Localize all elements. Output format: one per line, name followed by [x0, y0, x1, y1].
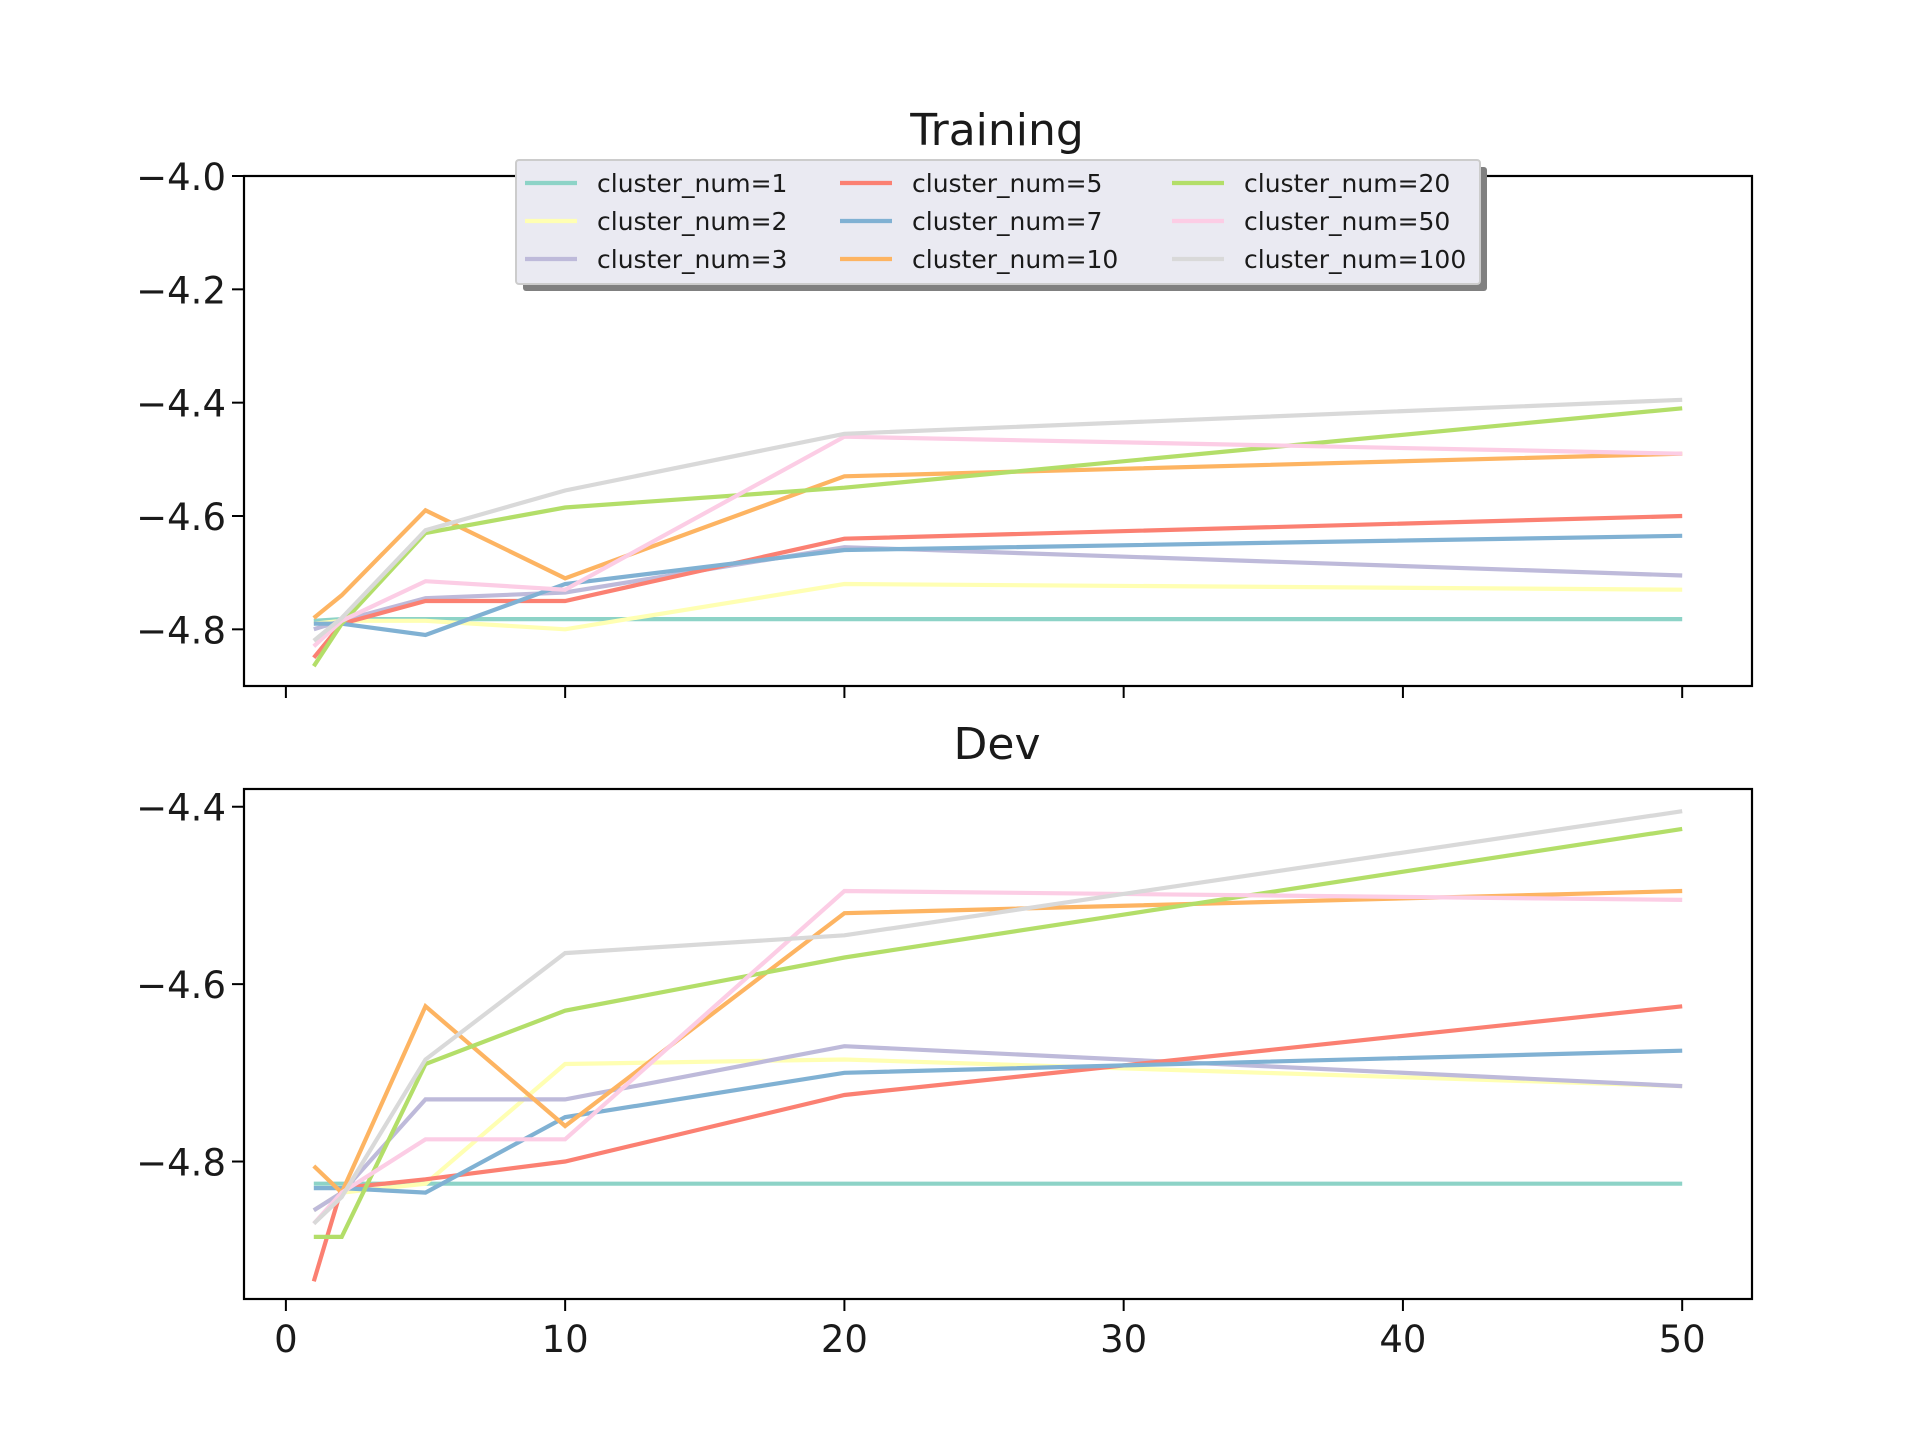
dev-x-tick-label: 0	[274, 1318, 298, 1361]
training-y-tick-label: −4.8	[136, 609, 226, 652]
legend-box	[515, 159, 1481, 285]
dev-x-axis: 0 10 20 30 40 50	[274, 1299, 1706, 1361]
training-series-line-7	[312, 406, 1683, 668]
training-y-tick-label: −4.0	[136, 156, 226, 199]
legend-label: cluster_num=1	[597, 169, 787, 198]
training-y-axis: −4.0 −4.2 −4.4 −4.6 −4.8	[136, 156, 244, 652]
dev-x-tick-label: 10	[542, 1318, 589, 1361]
training-series-line-8	[312, 434, 1683, 648]
dev-plot-frame	[242, 787, 1754, 1301]
dev-series-line-6	[312, 888, 1683, 1197]
dev-series-lines	[311, 809, 1683, 1282]
training-series-lines	[312, 397, 1683, 668]
training-series-line-1	[313, 616, 1683, 623]
dev-y-axis: −4.4 −4.6 −4.8	[136, 787, 244, 1185]
dev-series-line-7	[313, 826, 1683, 1240]
training-y-tick-label: −4.6	[136, 496, 226, 539]
legend-label: cluster_num=2	[597, 207, 787, 236]
legend-label: cluster_num=5	[912, 169, 1102, 198]
dev-x-tick-label: 40	[1379, 1318, 1426, 1361]
dev-y-tick-label: −4.6	[136, 964, 226, 1007]
training-series-line-9	[312, 397, 1683, 643]
dev-title: Dev	[954, 719, 1041, 770]
dev-x-tick-label: 30	[1100, 1318, 1147, 1361]
legend-label: cluster_num=10	[912, 245, 1118, 274]
training-x-axis	[284, 686, 1684, 698]
dev-panel: Dev −4.4 −4.6 −4.8 0 10 20 30 40 50	[136, 719, 1754, 1361]
legend-label: cluster_num=50	[1244, 207, 1450, 236]
dev-series-line-9	[312, 809, 1683, 1226]
training-title: Training	[909, 105, 1084, 156]
dev-series-line-8	[312, 888, 1683, 1226]
legend-label: cluster_num=100	[1244, 245, 1466, 274]
legend-label: cluster_num=3	[597, 245, 787, 274]
dev-x-tick-label: 50	[1659, 1318, 1706, 1361]
training-legend: cluster_num=1 cluster_num=2 cluster_num=3 c…	[515, 159, 1487, 291]
dev-y-tick-label: −4.4	[136, 787, 226, 830]
dev-y-tick-label: −4.8	[136, 1142, 226, 1185]
training-y-tick-label: −4.2	[136, 269, 226, 312]
dev-x-tick-label: 20	[821, 1318, 868, 1361]
legend-label: cluster_num=20	[1244, 169, 1450, 198]
training-panel: Training −4.0 −4.2 −4.4 −4.6 −4.8 cluster_nu…	[136, 105, 1754, 698]
training-y-tick-label: −4.4	[136, 383, 226, 426]
legend-label: cluster_num=7	[912, 207, 1102, 236]
